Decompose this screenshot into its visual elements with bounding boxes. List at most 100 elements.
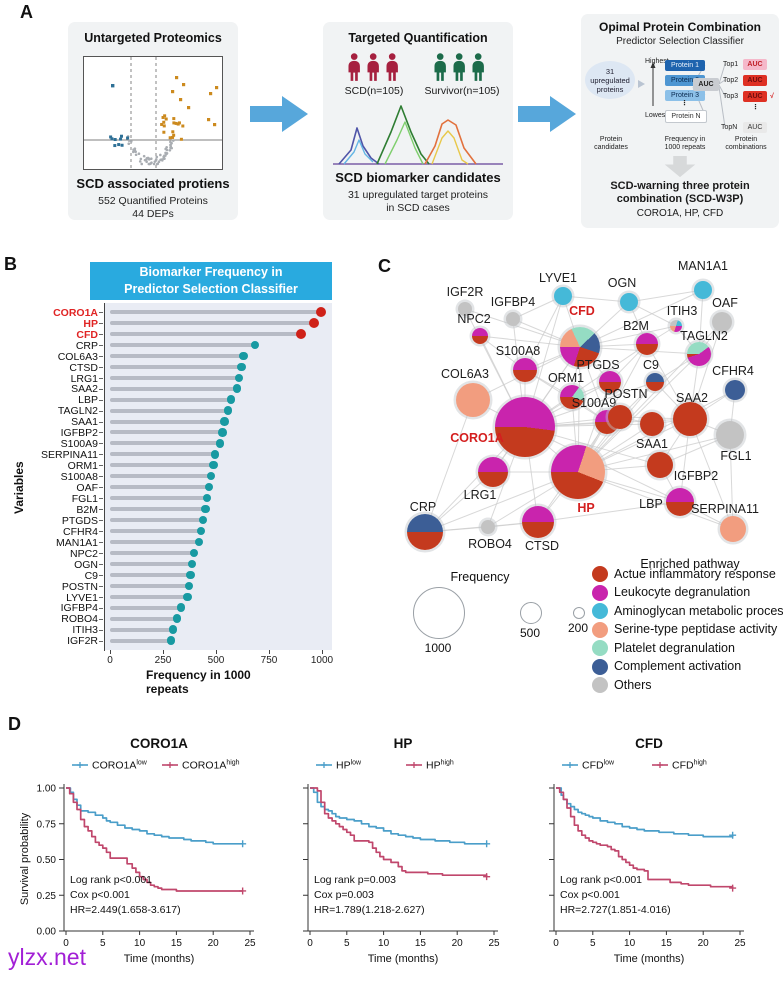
lollipop-bar — [110, 529, 202, 533]
svg-text:HPhigh: HPhigh — [426, 760, 454, 772]
pathway-legend-label: Others — [614, 677, 652, 692]
lollipop-bar — [110, 310, 321, 314]
lollipop-category-label: FGL1 — [71, 492, 98, 505]
lollipop-dot — [172, 614, 181, 623]
lollipop-dot — [183, 592, 192, 601]
scd-group-label: SCD(n=105) — [344, 85, 404, 97]
y-axis-label: Variables — [12, 461, 26, 514]
pathway-legend-swatch — [592, 658, 608, 675]
network-node — [472, 328, 488, 344]
panel-a-label: A — [20, 2, 33, 22]
network-node — [551, 445, 605, 499]
svg-text:CFDlow: CFDlow — [582, 760, 615, 772]
row-tick — [99, 596, 103, 598]
network-node — [458, 302, 472, 316]
person-icon — [472, 53, 484, 81]
lollipop-bar — [110, 594, 188, 599]
lollipop-dot — [188, 559, 197, 569]
network-node-label: LRG1 — [463, 488, 497, 502]
lollipop-dot — [189, 548, 198, 558]
lollipop-bar — [110, 539, 199, 544]
network-node-label: NPC2 — [457, 312, 491, 326]
pathway-legend-swatch — [592, 584, 608, 601]
result-line1: SCD-warning three protein — [610, 180, 750, 192]
protein-3-chip: Protein 3 — [665, 90, 705, 101]
top1-auc-chip: AUC — [743, 59, 767, 70]
km-plot-coro1a: 0 5 10 15 20 25 1.00 0.75 0.50 0.25 0.00 Time (mont… — [19, 736, 256, 965]
row-tick — [99, 465, 103, 467]
pathway-legend-swatch — [592, 566, 608, 582]
lollipop-dot — [197, 526, 206, 536]
person-icon — [386, 53, 398, 81]
topn-label: TopN — [721, 124, 738, 131]
svg-text:20: 20 — [698, 938, 710, 949]
lollipop-bar — [110, 375, 240, 380]
svg-text:CFD: CFD — [635, 736, 663, 751]
svg-text:0: 0 — [553, 938, 559, 949]
svg-text:CORO1Ahigh: CORO1Ahigh — [182, 760, 240, 772]
top2-auc-chip: AUC — [743, 75, 767, 86]
lollipop-dot — [239, 351, 248, 360]
lollipop-dot — [220, 417, 229, 426]
protein-1-chip: Protein 1 — [665, 60, 705, 71]
svg-text:10: 10 — [134, 938, 146, 949]
row-tick — [99, 509, 103, 511]
svg-text:Log rank p<0.001: Log rank p<0.001 — [560, 874, 642, 886]
svg-text:HR=2.449(1.658-3.617): HR=2.449(1.658-3.617) — [70, 904, 181, 916]
col2-caption: Frequency in 1000 repeats — [655, 136, 715, 152]
targeted-quantification-box: Targeted Quantification SCD(n=105) Survi… — [323, 22, 513, 220]
row-tick — [99, 377, 103, 379]
svg-text:25: 25 — [734, 938, 746, 949]
network-node — [599, 371, 621, 393]
x-tick-label: 1000 — [310, 655, 334, 666]
lollipop-category-label: SERPINA11 — [41, 449, 98, 462]
lollipop-bar — [110, 638, 172, 643]
network-node — [560, 385, 584, 409]
lollipop-category-label: CFD — [76, 328, 98, 341]
person-icon — [367, 53, 379, 81]
svg-text:Log rank p<0.001: Log rank p<0.001 — [70, 874, 152, 886]
box1-title: Untargeted Proteomics — [84, 31, 222, 45]
pathway-legend-swatch — [592, 640, 608, 656]
svg-text:Cox p=0.003: Cox p=0.003 — [314, 889, 374, 901]
frequency-legend-value: 200 — [567, 621, 589, 635]
pathway-legend-label: Leukocyte degranulation — [614, 585, 751, 599]
lollipop-bar — [110, 572, 191, 577]
row-tick — [99, 399, 103, 401]
row-tick — [99, 541, 103, 543]
km-plot-cfd: 0 5 10 15 20 25 Time (months) CFD CFDlow CFDhigh L… — [549, 736, 746, 965]
pathway-legend-label: Complement activation — [614, 659, 742, 673]
x-tick — [269, 650, 270, 654]
frequency-legend-circle — [573, 607, 585, 619]
lollipop-bar — [110, 321, 314, 325]
x-tick — [163, 650, 164, 654]
panel-b-title-line2: Predictor Selection Classifier — [124, 282, 298, 296]
frequency-legend-circle — [413, 587, 465, 639]
svg-text:10: 10 — [624, 938, 636, 949]
row-tick — [99, 410, 103, 412]
svg-text:Time (months): Time (months) — [368, 953, 439, 965]
svg-text:CORO1Alow: CORO1Alow — [92, 760, 148, 772]
panel-b: B Biomarker Frequency in Predictor Selec… — [0, 252, 365, 717]
box2-caption: SCD biomarker candidates — [335, 170, 501, 185]
lollipop-bar — [110, 452, 215, 457]
lollipop-bar — [110, 561, 193, 566]
svg-text:5: 5 — [590, 938, 596, 949]
lollipop-category-label: LRG1 — [70, 372, 98, 385]
svg-text:1.00: 1.00 — [37, 784, 57, 795]
network-node-label: SAA1 — [636, 437, 668, 451]
network-node — [694, 281, 712, 299]
svg-text:0.75: 0.75 — [37, 819, 57, 830]
highest-label: Highest — [645, 58, 669, 65]
svg-text:Log rank p=0.003: Log rank p=0.003 — [314, 874, 396, 886]
lollipop-bar — [110, 583, 189, 588]
svg-text:Survival probability: Survival probability — [19, 812, 31, 905]
row-tick — [99, 312, 103, 313]
x-axis-label: Frequency in 1000 repeats — [146, 668, 251, 696]
lollipop-category-label: POSTN — [61, 580, 98, 593]
lollipop-dot — [218, 428, 227, 437]
lollipop-bar — [110, 419, 225, 424]
top3-check: √ — [770, 93, 774, 100]
lollipop-bar — [110, 331, 301, 336]
lollipop-bar — [110, 353, 244, 358]
